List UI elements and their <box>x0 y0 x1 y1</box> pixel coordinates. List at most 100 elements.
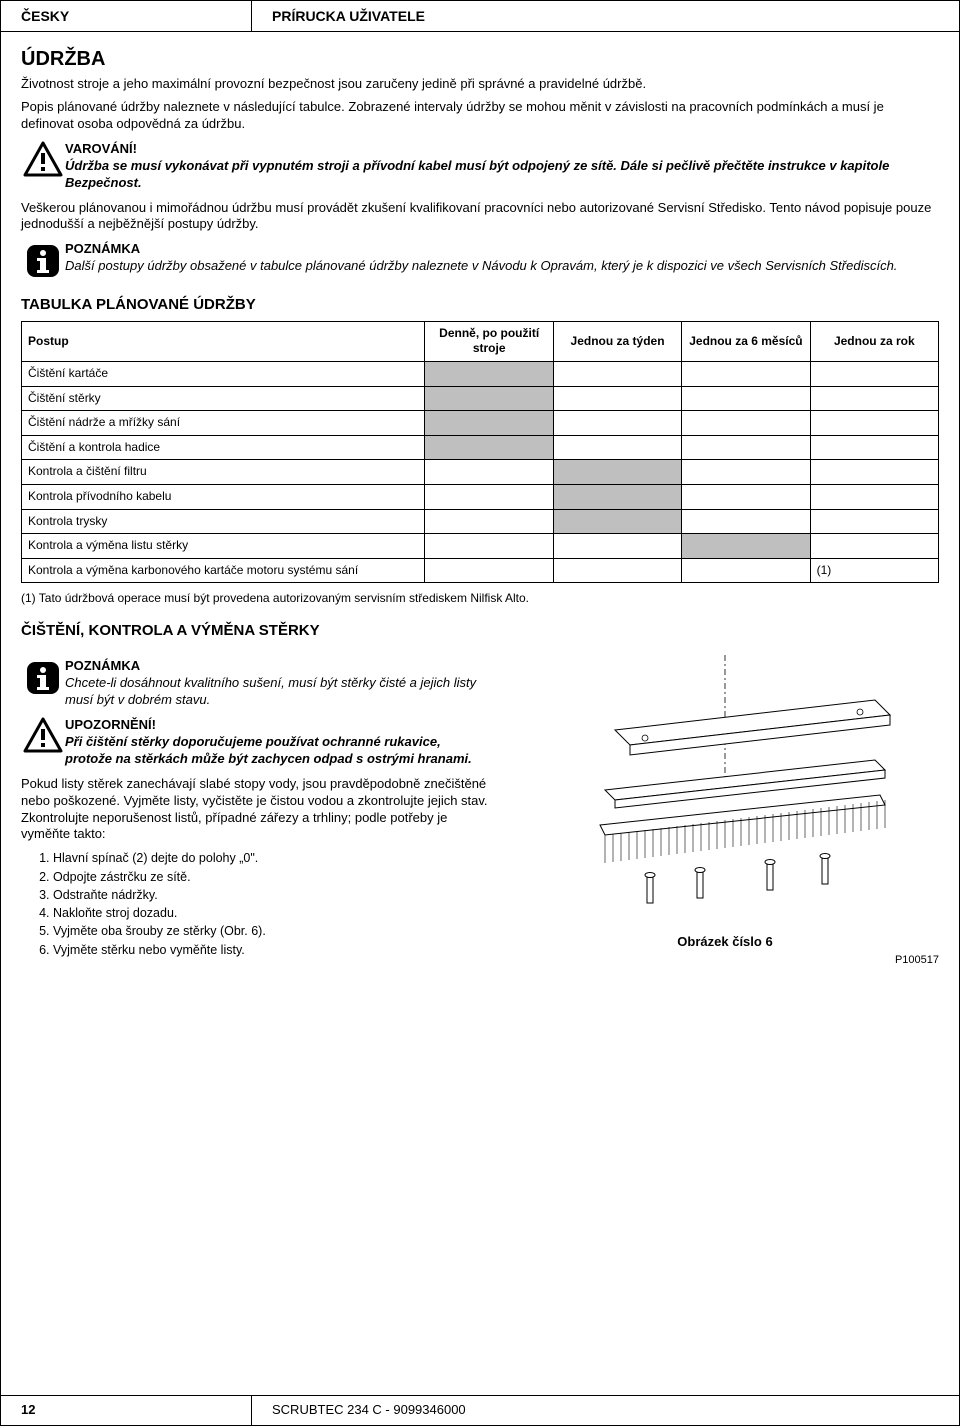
figure-code: P100517 <box>511 953 939 967</box>
step-item: Vyjměte stěrku nebo vyměňte listy. <box>53 941 491 959</box>
lower-section: POZNÁMKA Chcete-li dosáhnout kvalitního … <box>21 650 939 967</box>
row-cell <box>425 435 553 460</box>
row-cell <box>553 411 681 436</box>
caution-callout: UPOZORNĚNÍ! Při čištění stěrky doporučuj… <box>21 717 491 768</box>
row-cell <box>682 411 810 436</box>
row-cell <box>425 534 553 559</box>
row-cell <box>682 558 810 583</box>
figure-caption: Obrázek číslo 6 <box>677 934 772 951</box>
table-body: Čištění kartáčeČištění stěrkyČištění nád… <box>22 362 939 583</box>
warning-title: VAROVÁNÍ! <box>65 141 939 158</box>
row-label: Čištění nádrže a mřížky sání <box>22 411 425 436</box>
header-lang: ČESKY <box>1 1 252 32</box>
table-row: Čištění nádrže a mřížky sání <box>22 411 939 436</box>
row-cell <box>425 558 553 583</box>
row-cell <box>810 435 938 460</box>
table-row: Čištění kartáče <box>22 362 939 387</box>
warning-body: VAROVÁNÍ! Údržba se musí vykonávat při v… <box>65 141 939 192</box>
note-callout-2: POZNÁMKA Chcete-li dosáhnout kvalitního … <box>21 658 491 709</box>
figure-6-illustration <box>535 650 915 930</box>
row-cell <box>553 534 681 559</box>
row-cell <box>553 386 681 411</box>
row-cell <box>682 509 810 534</box>
caution-text: Při čištění stěrky doporučujeme používat… <box>65 734 491 768</box>
row-label: Kontrola a čištění filtru <box>22 460 425 485</box>
row-cell <box>553 484 681 509</box>
table-row: Kontrola a výměna listu stěrky <box>22 534 939 559</box>
step-item: Vyjměte oba šrouby ze stěrky (Obr. 6). <box>53 922 491 940</box>
th-yearly: Jednou za rok <box>810 321 938 361</box>
note-title: POZNÁMKA <box>65 241 939 258</box>
row-cell <box>810 386 938 411</box>
row-cell <box>553 509 681 534</box>
table-row: Kontrola trysky <box>22 509 939 534</box>
row-cell <box>682 435 810 460</box>
table-row: Čištění a kontrola hadice <box>22 435 939 460</box>
row-cell <box>425 411 553 436</box>
warning-icon <box>21 141 65 177</box>
row-cell: (1) <box>810 558 938 583</box>
row-cell <box>553 460 681 485</box>
table-title: TABULKA PLÁNOVANÉ ÚDRŽBY <box>21 295 939 315</box>
row-cell <box>682 386 810 411</box>
table-row: Kontrola a čištění filtru <box>22 460 939 485</box>
row-label: Čištění a kontrola hadice <box>22 435 425 460</box>
row-label: Čištění stěrky <box>22 386 425 411</box>
row-cell <box>810 411 938 436</box>
th-weekly: Jednou za týden <box>553 321 681 361</box>
section-title-maintenance: ÚDRŽBA <box>21 46 939 72</box>
table-header-row: Postup Denně, po použití stroje Jednou z… <box>22 321 939 361</box>
th-procedure: Postup <box>22 321 425 361</box>
page: ČESKY PRÍRUCKA UŽIVATELE ÚDRŽBA Životnos… <box>0 0 960 1426</box>
warning-icon <box>21 717 65 753</box>
row-cell <box>682 362 810 387</box>
row-cell <box>810 460 938 485</box>
intro-para-1: Životnost stroje a jeho maximální provoz… <box>21 76 939 93</box>
row-cell <box>425 509 553 534</box>
para-3: Veškerou plánovanou i mimořádnou údržbu … <box>21 200 939 234</box>
caution-body: UPOZORNĚNÍ! Při čištění stěrky doporučuj… <box>65 717 491 768</box>
note-title-2: POZNÁMKA <box>65 658 491 675</box>
row-cell <box>810 484 938 509</box>
th-sixmonth: Jednou za 6 měsíců <box>682 321 810 361</box>
table-row: Kontrola přívodního kabelu <box>22 484 939 509</box>
step-item: Nakloňte stroj dozadu. <box>53 904 491 922</box>
step-item: Odstraňte nádržky. <box>53 886 491 904</box>
row-cell <box>425 460 553 485</box>
footer-model: SCRUBTEC 234 C - 9099346000 <box>252 1395 959 1425</box>
row-cell <box>553 558 681 583</box>
top-header: ČESKY PRÍRUCKA UŽIVATELE <box>1 1 959 32</box>
row-label: Čištění kartáče <box>22 362 425 387</box>
note-body: POZNÁMKA Další postupy údržby obsažené v… <box>65 241 939 275</box>
footer-page-num: 12 <box>1 1395 252 1425</box>
intro-para-2: Popis plánované údržby naleznete v násle… <box>21 99 939 133</box>
row-cell <box>682 534 810 559</box>
squeegee-para: Pokud listy stěrek zanechávají slabé sto… <box>21 776 491 844</box>
row-cell <box>425 386 553 411</box>
row-cell <box>810 534 938 559</box>
row-cell <box>425 362 553 387</box>
step-item: Hlavní spínač (2) dejte do polohy „0". <box>53 849 491 867</box>
right-column: Obrázek číslo 6 P100517 <box>511 650 939 967</box>
left-column: POZNÁMKA Chcete-li dosáhnout kvalitního … <box>21 650 491 967</box>
note-text-2: Chcete-li dosáhnout kvalitního sušení, m… <box>65 675 491 709</box>
row-cell <box>553 435 681 460</box>
page-footer: 12 SCRUBTEC 234 C - 9099346000 <box>1 1395 959 1425</box>
info-icon <box>21 658 65 698</box>
section-title-squeegee: ČIŠTĚNÍ, KONTROLA A VÝMĚNA STĚRKY <box>21 621 939 641</box>
table-row: Kontrola a výměna karbonového kartáče mo… <box>22 558 939 583</box>
row-cell <box>810 509 938 534</box>
row-label: Kontrola trysky <box>22 509 425 534</box>
warning-callout: VAROVÁNÍ! Údržba se musí vykonávat při v… <box>21 141 939 192</box>
row-cell <box>810 362 938 387</box>
table-footnote: (1) Tato údržbová operace musí být prove… <box>21 591 939 607</box>
header-manual: PRÍRUCKA UŽIVATELE <box>252 1 959 32</box>
warning-text: Údržba se musí vykonávat při vypnutém st… <box>65 158 939 192</box>
note-body-2: POZNÁMKA Chcete-li dosáhnout kvalitního … <box>65 658 491 709</box>
row-cell <box>682 484 810 509</box>
row-cell <box>553 362 681 387</box>
row-label: Kontrola a výměna listu stěrky <box>22 534 425 559</box>
steps-list: Hlavní spínač (2) dejte do polohy „0". Od… <box>21 849 491 959</box>
row-label: Kontrola přívodního kabelu <box>22 484 425 509</box>
caution-title: UPOZORNĚNÍ! <box>65 717 491 734</box>
